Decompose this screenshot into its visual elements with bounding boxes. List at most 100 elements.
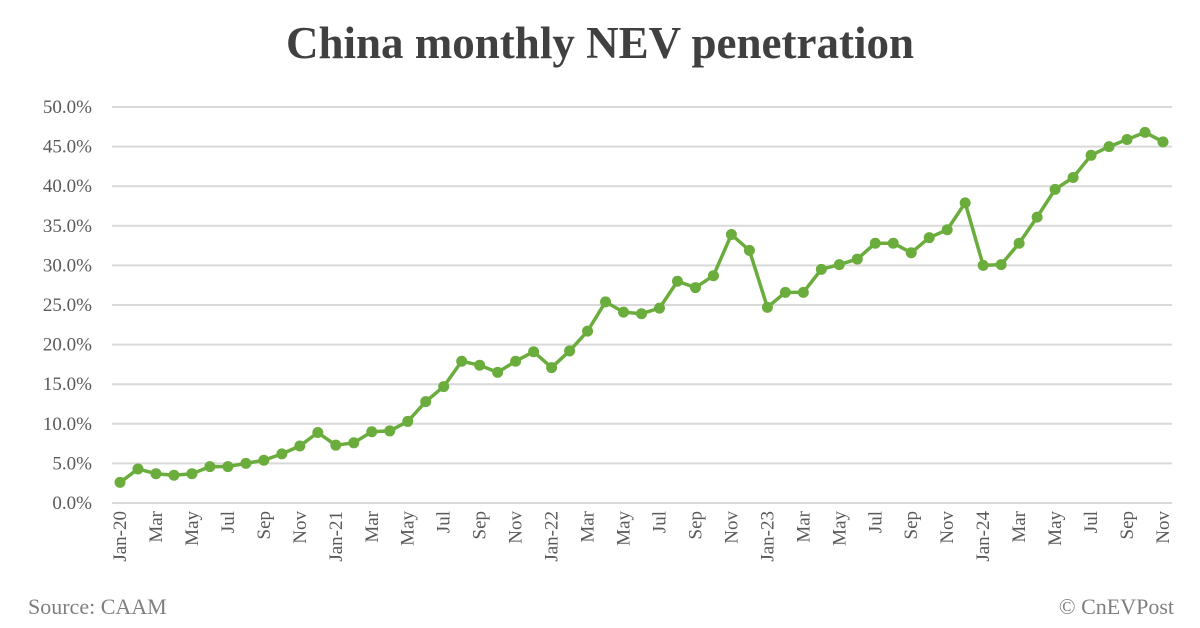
x-tick-label: Jul (218, 511, 239, 533)
data-point (114, 476, 126, 488)
data-point (671, 275, 683, 287)
data-point (258, 454, 270, 466)
data-point (1085, 149, 1097, 161)
data-point (1067, 171, 1079, 183)
data-point (833, 259, 845, 271)
data-point (276, 448, 288, 460)
y-tick-label: 15.0% (43, 374, 92, 395)
data-point (546, 362, 558, 374)
data-point (402, 415, 414, 427)
x-tick-label: Jul (649, 511, 670, 533)
data-point (1139, 126, 1151, 138)
data-point (1049, 183, 1061, 195)
y-tick-label: 20.0% (43, 335, 92, 356)
data-point (851, 253, 863, 265)
data-point (420, 396, 432, 408)
x-tick-label: May (829, 511, 850, 546)
data-point (186, 468, 198, 480)
data-point (618, 306, 630, 318)
y-tick-label: 10.0% (43, 414, 92, 435)
x-tick-label: Sep (470, 511, 491, 540)
data-point (941, 224, 953, 236)
x-tick-label: Jan-20 (110, 511, 131, 562)
data-point (815, 263, 827, 275)
x-tick-label: May (182, 511, 203, 546)
data-point (600, 296, 612, 308)
data-point (1103, 141, 1115, 153)
x-tick-label: Sep (901, 511, 922, 540)
x-tick-label: Nov (506, 511, 527, 544)
data-point (653, 302, 665, 314)
data-point (240, 457, 252, 469)
data-point (438, 381, 450, 393)
data-point (995, 259, 1007, 271)
data-point (330, 439, 342, 451)
x-tick-label: Jul (1081, 511, 1102, 533)
x-tick-label: Mar (793, 510, 814, 542)
data-point (977, 259, 989, 271)
x-tick-label: Sep (254, 511, 275, 540)
data-point (492, 366, 504, 378)
data-point (923, 232, 935, 244)
x-tick-label: Nov (1153, 511, 1174, 544)
data-point (150, 468, 162, 480)
y-tick-label: 30.0% (43, 255, 92, 276)
x-tick-label: May (614, 511, 635, 546)
data-point (1013, 237, 1025, 249)
data-point (312, 427, 324, 439)
chart-title: China monthly NEV penetration (286, 18, 914, 68)
y-tick-label: 25.0% (43, 295, 92, 316)
y-tick-label: 45.0% (43, 137, 92, 158)
data-point (348, 437, 360, 449)
data-point (636, 308, 647, 320)
data-point (528, 346, 540, 358)
x-tick-label: Jul (434, 511, 455, 533)
data-point (366, 426, 378, 438)
data-point (474, 359, 486, 371)
series-line (118, 130, 1164, 484)
y-tick-label: 35.0% (43, 216, 92, 237)
x-tick-label: May (1045, 511, 1066, 546)
x-tick-label: May (398, 511, 419, 546)
x-tick-label: Nov (290, 511, 311, 544)
x-tick-label: Sep (685, 511, 706, 540)
x-tick-label: Nov (721, 511, 742, 544)
x-tick-label: Jul (865, 511, 886, 533)
y-tick-label: 40.0% (43, 176, 92, 197)
source-label: Source: CAAM (28, 594, 167, 619)
x-tick-label: Mar (146, 510, 167, 542)
y-tick-label: 50.0% (43, 97, 92, 118)
x-tick-label: Mar (1009, 510, 1030, 542)
data-point (689, 282, 701, 294)
data-point (707, 270, 719, 282)
data-point (510, 355, 522, 367)
data-point (761, 301, 773, 313)
data-point (725, 229, 737, 241)
data-point (797, 286, 809, 298)
data-point (869, 237, 881, 249)
data-point (222, 461, 234, 473)
x-tick-label: Jan-22 (542, 511, 563, 562)
y-tick-label: 0.0% (52, 493, 92, 514)
x-tick-label: Mar (362, 510, 383, 542)
x-tick-label: Jan-23 (757, 511, 778, 562)
x-tick-label: Jan-24 (973, 511, 994, 562)
x-tick-label: Mar (578, 510, 599, 542)
data-point (294, 440, 306, 452)
y-tick-label: 5.0% (52, 453, 92, 474)
x-tick-label: Sep (1117, 511, 1138, 540)
data-point (959, 197, 971, 209)
data-point (905, 247, 917, 259)
data-point (456, 355, 468, 367)
data-point (168, 469, 180, 481)
data-point (204, 461, 216, 473)
data-point (132, 463, 144, 475)
credit-label: © CnEVPost (1058, 594, 1174, 619)
data-point (1157, 136, 1169, 148)
data-point (1121, 133, 1133, 145)
data-point (564, 345, 576, 357)
data-point (1031, 211, 1043, 223)
data-point (384, 425, 396, 437)
data-point (743, 244, 755, 256)
